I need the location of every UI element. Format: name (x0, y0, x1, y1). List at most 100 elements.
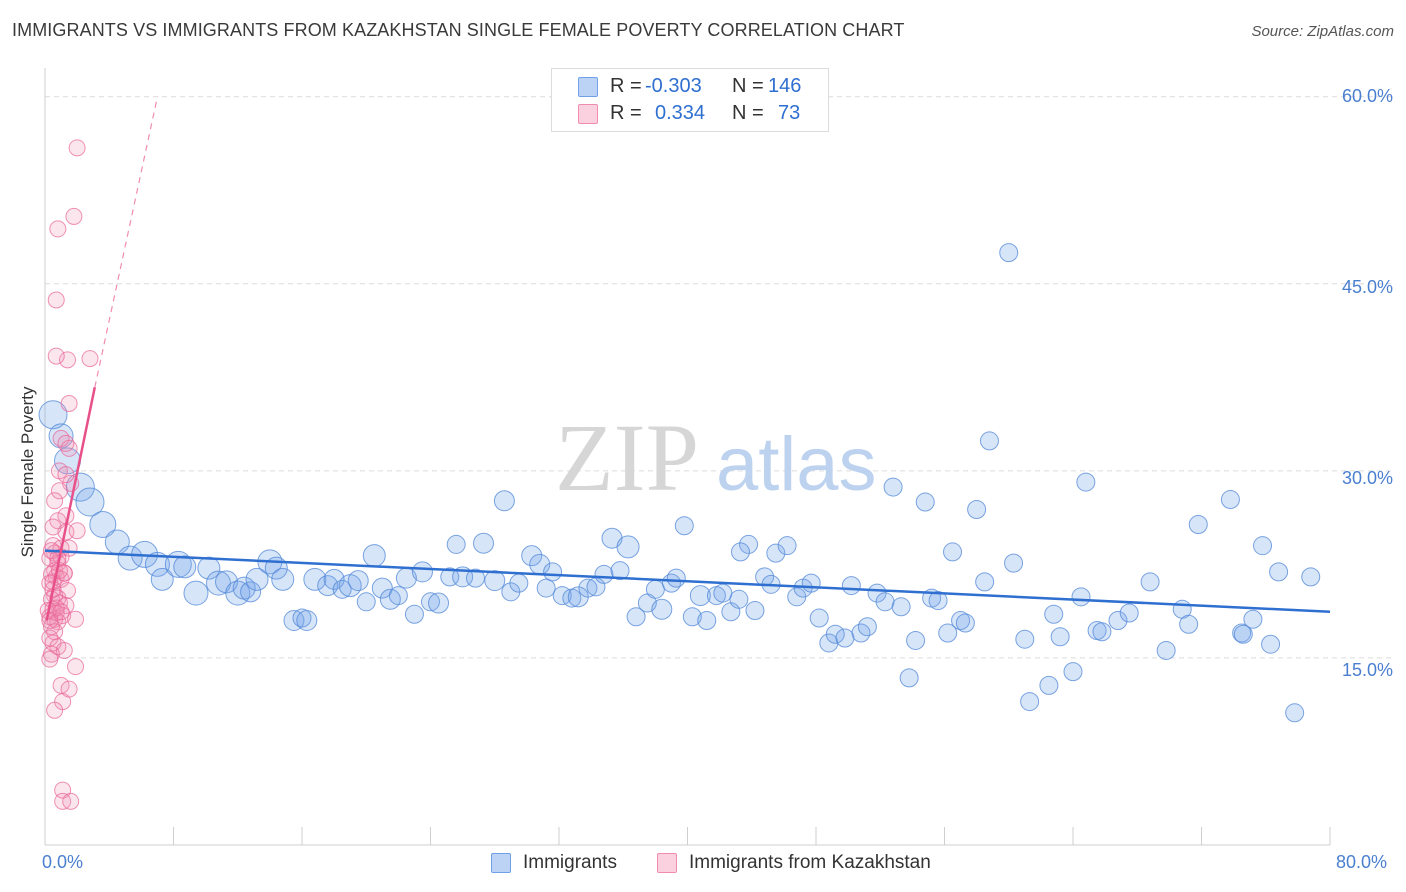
point-immigrants (421, 592, 440, 612)
legend-n-label: N = (732, 102, 764, 124)
point-immigrants (883, 477, 903, 497)
point-immigrants (411, 561, 433, 583)
point-immigrants (578, 578, 598, 598)
point-immigrants (38, 400, 68, 430)
point-kazakhstan (58, 351, 76, 369)
point-immigrants (1253, 536, 1273, 556)
point-kazakhstan (47, 291, 65, 309)
point-immigrants (1220, 490, 1240, 510)
point-immigrants (777, 536, 797, 556)
point-immigrants (1188, 514, 1208, 534)
point-immigrants (1156, 640, 1176, 660)
point-immigrants (1301, 567, 1321, 587)
point-immigrants (362, 544, 386, 568)
point-immigrants (144, 551, 170, 577)
legend-r-label: R = (610, 102, 642, 124)
point-kazakhstan (46, 492, 64, 510)
point-immigrants (473, 532, 495, 554)
point-kazakhstan (50, 482, 68, 500)
point-immigrants (731, 542, 751, 562)
point-immigrants (891, 597, 911, 617)
point-immigrants (626, 607, 646, 627)
point-immigrants (928, 591, 948, 611)
point-immigrants (875, 592, 895, 612)
point-immigrants (841, 576, 861, 596)
point-kazakhstan (55, 641, 73, 659)
point-kazakhstan (41, 650, 59, 668)
point-immigrants (674, 516, 694, 536)
legend-swatch-pink (657, 853, 677, 873)
point-immigrants (1232, 623, 1252, 643)
point-immigrants (521, 545, 543, 567)
legend-r-value: -0.303 (645, 75, 702, 97)
point-kazakhstan (57, 466, 75, 484)
point-immigrants (150, 567, 174, 591)
point-immigrants (1269, 562, 1289, 582)
point-immigrants (1243, 609, 1263, 629)
point-kazakhstan (60, 439, 78, 457)
point-immigrants (616, 535, 640, 559)
point-kazakhstan (46, 701, 64, 719)
point-immigrants (465, 568, 485, 588)
watermark-zip: ZIP (555, 404, 699, 511)
point-immigrants (1179, 614, 1199, 634)
point-immigrants (440, 567, 460, 587)
point-immigrants (197, 556, 221, 580)
point-immigrants (857, 617, 877, 637)
trend-line-immigrants (44, 549, 1331, 614)
point-immigrants (1233, 624, 1253, 644)
y-tick-15: 15.0% (1341, 660, 1393, 680)
point-immigrants (404, 604, 424, 624)
point-immigrants (245, 567, 269, 591)
point-immigrants (801, 573, 821, 593)
point-immigrants (1285, 703, 1305, 723)
point-immigrants (594, 564, 614, 584)
point-immigrants (697, 611, 717, 631)
point-immigrants (967, 500, 987, 520)
point-immigrants (682, 607, 702, 627)
point-immigrants (173, 555, 197, 579)
axes (44, 68, 1331, 846)
series-immigrants (38, 243, 1321, 723)
point-immigrants (283, 610, 305, 632)
chart-title: IMMIGRANTS VS IMMIGRANTS FROM KAZAKHSTAN… (12, 20, 905, 40)
point-immigrants (89, 510, 117, 538)
legend-n-value: 146 (768, 75, 802, 97)
point-kazakhstan (52, 603, 70, 621)
point-immigrants (975, 572, 995, 592)
point-immigrants (906, 630, 926, 650)
point-immigrants (347, 570, 369, 592)
trend-lines (44, 96, 1331, 621)
point-immigrants (271, 567, 295, 591)
point-immigrants (713, 583, 733, 603)
legend-r-value: 0.334 (655, 102, 706, 124)
point-immigrants (610, 561, 630, 581)
point-immigrants (1063, 662, 1083, 682)
point-kazakhstan (67, 658, 85, 676)
point-kazakhstan (68, 522, 86, 540)
point-immigrants (1119, 603, 1139, 623)
point-immigrants (938, 623, 958, 643)
point-immigrants (1076, 472, 1096, 492)
legend-n-label: N = (732, 75, 764, 97)
point-immigrants (651, 598, 673, 620)
point-immigrants (371, 577, 393, 599)
point-immigrants (915, 492, 935, 512)
point-immigrants (766, 543, 786, 563)
point-immigrants (1015, 629, 1035, 649)
point-immigrants (835, 628, 855, 648)
point-immigrants (240, 581, 262, 603)
legend-n-value: 73 (778, 102, 801, 124)
point-immigrants (1004, 553, 1024, 573)
point-immigrants (729, 589, 749, 609)
legend-swatch-blue (578, 77, 598, 97)
point-immigrants (999, 243, 1019, 263)
point-immigrants (1050, 627, 1070, 647)
point-immigrants (1140, 572, 1160, 592)
point-immigrants (645, 579, 665, 599)
point-immigrants (689, 585, 711, 607)
point-kazakhstan (65, 207, 83, 225)
watermark-atlas: atlas (716, 422, 877, 507)
point-immigrants (183, 580, 209, 606)
point-immigrants (317, 575, 339, 597)
